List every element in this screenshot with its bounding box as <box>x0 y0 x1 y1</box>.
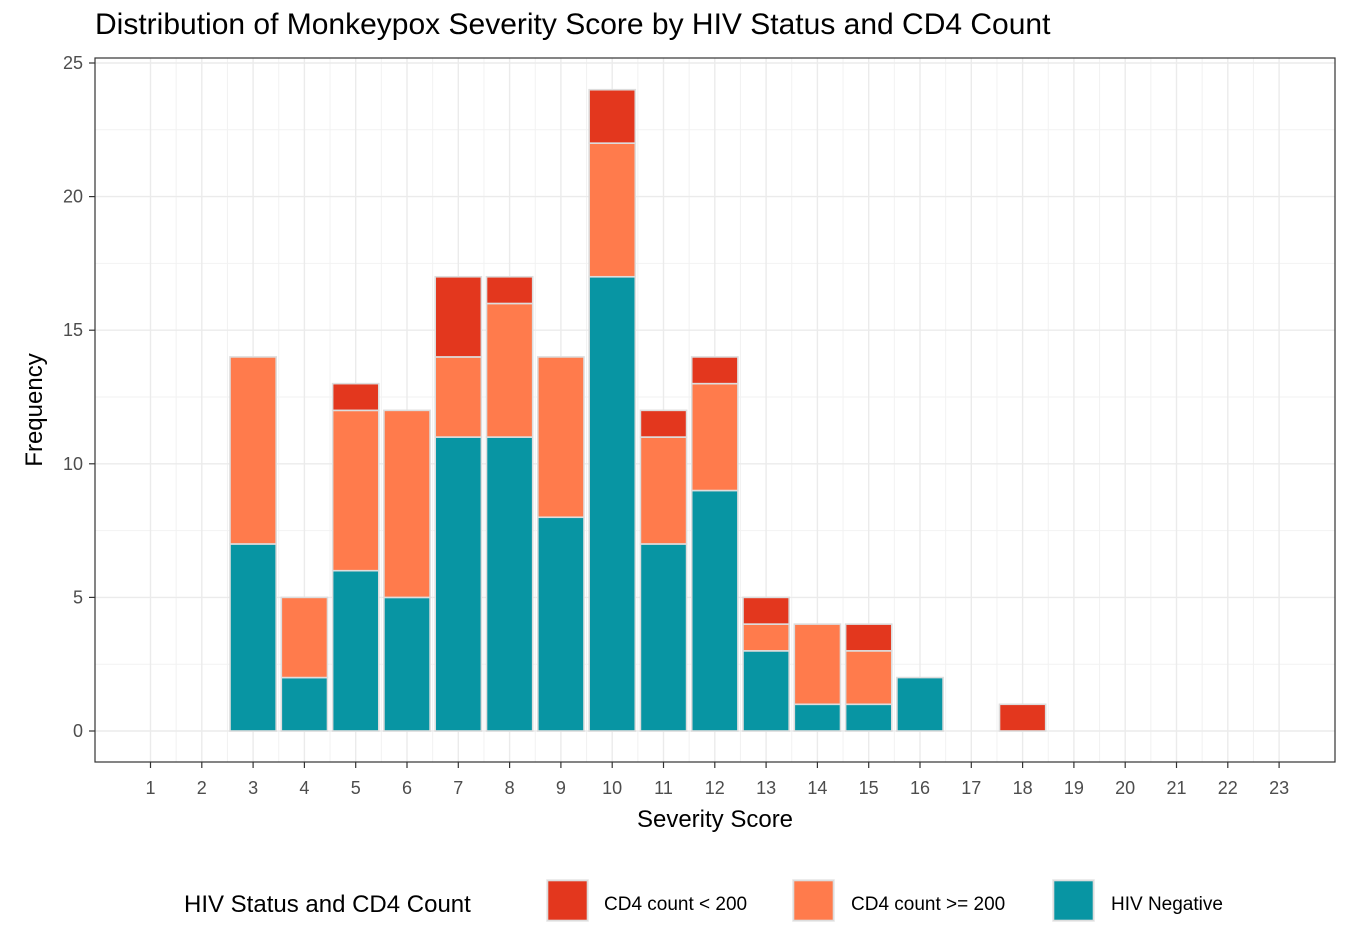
y-axis: 0 5 10 15 20 25 <box>63 53 95 741</box>
x-tick-label: 5 <box>351 778 361 798</box>
legend-swatch <box>546 879 589 922</box>
x-tick-label: 12 <box>705 778 725 798</box>
bar-12-series-2 <box>690 356 739 385</box>
legend: HIV Status and CD4 Count CD4 count < 200… <box>184 879 1223 922</box>
bar-8-series-2 <box>485 275 534 305</box>
y-axis-title: Frequency <box>21 353 48 466</box>
x-tick-label: 9 <box>556 778 566 798</box>
x-tick-label: 1 <box>145 778 155 798</box>
legend-swatch <box>1052 879 1095 922</box>
bar-7-series-0 <box>434 436 483 732</box>
y-tick-label: 25 <box>63 53 83 73</box>
bar-6-series-1 <box>383 409 431 599</box>
bar-11-series-1 <box>639 436 688 545</box>
bar-12-series-1 <box>690 382 739 492</box>
x-tick-label: 22 <box>1218 778 1238 798</box>
bar-7-series-1 <box>434 356 483 438</box>
bar-15-series-1 <box>844 650 893 706</box>
bar-18-series-2 <box>998 703 1047 732</box>
bar-14-series-1 <box>793 623 842 706</box>
bar-12-series-0 <box>690 489 739 732</box>
bar-11-series-0 <box>639 543 688 732</box>
bar-10-series-2 <box>588 88 637 144</box>
bar-16-series-0 <box>896 676 944 732</box>
bars <box>229 88 1047 732</box>
x-axis: 1 2 3 4 5 6 7 8 9 10 11 12 13 14 15 16 17 18 19 20 21 22 23 <box>145 762 1289 798</box>
bar-13-series-1 <box>742 623 790 652</box>
bar-5-series-2 <box>331 382 380 412</box>
x-tick-label: 14 <box>807 778 827 798</box>
bar-5-series-1 <box>331 409 380 572</box>
bar-7-series-2 <box>434 275 483 358</box>
bar-3-series-0 <box>229 543 277 732</box>
bar-3-series-1 <box>229 356 277 545</box>
bar-4-series-1 <box>280 596 329 679</box>
y-tick-label: 10 <box>63 454 83 474</box>
x-tick-label: 4 <box>299 778 309 798</box>
legend-label: CD4 count >= 200 <box>851 894 1005 915</box>
y-tick-label: 15 <box>63 320 83 340</box>
bar-9-series-0 <box>537 516 585 732</box>
bar-8-series-1 <box>485 302 534 438</box>
bar-8-series-0 <box>485 436 534 732</box>
x-tick-label: 13 <box>756 778 776 798</box>
legend-swatch <box>792 879 835 922</box>
bar-6-series-0 <box>383 596 431 732</box>
x-tick-label: 20 <box>1115 778 1135 798</box>
bar-15-series-0 <box>844 703 893 732</box>
bar-15-series-2 <box>844 623 893 652</box>
x-tick-label: 3 <box>248 778 258 798</box>
x-tick-label: 16 <box>910 778 930 798</box>
x-tick-label: 17 <box>961 778 981 798</box>
legend-title: HIV Status and CD4 Count <box>184 891 471 918</box>
bar-13-series-2 <box>742 596 790 625</box>
y-tick-label: 0 <box>73 721 83 741</box>
bar-9-series-1 <box>537 356 585 519</box>
bar-5-series-0 <box>331 569 380 732</box>
bar-4-series-0 <box>280 676 329 732</box>
x-tick-label: 7 <box>453 778 463 798</box>
y-tick-label: 20 <box>63 187 83 207</box>
x-tick-label: 8 <box>505 778 515 798</box>
legend-label: HIV Negative <box>1111 894 1223 915</box>
x-tick-label: 21 <box>1166 778 1186 798</box>
bar-13-series-0 <box>742 650 790 732</box>
chart-title: Distribution of Monkeypox Severity Score… <box>95 8 1051 41</box>
x-tick-label: 15 <box>859 778 879 798</box>
y-tick-label: 5 <box>73 587 83 607</box>
x-tick-label: 23 <box>1269 778 1289 798</box>
x-tick-label: 6 <box>402 778 412 798</box>
x-tick-label: 11 <box>654 778 673 798</box>
bar-14-series-0 <box>793 703 842 732</box>
x-tick-label: 10 <box>602 778 622 798</box>
x-tick-label: 2 <box>197 778 207 798</box>
legend-label: CD4 count < 200 <box>604 894 747 915</box>
bar-11-series-2 <box>639 409 688 438</box>
bar-10-series-0 <box>588 275 637 732</box>
bar-10-series-1 <box>588 142 637 278</box>
x-tick-label: 19 <box>1064 778 1084 798</box>
x-axis-title: Severity Score <box>637 806 793 833</box>
x-tick-label: 18 <box>1013 778 1033 798</box>
